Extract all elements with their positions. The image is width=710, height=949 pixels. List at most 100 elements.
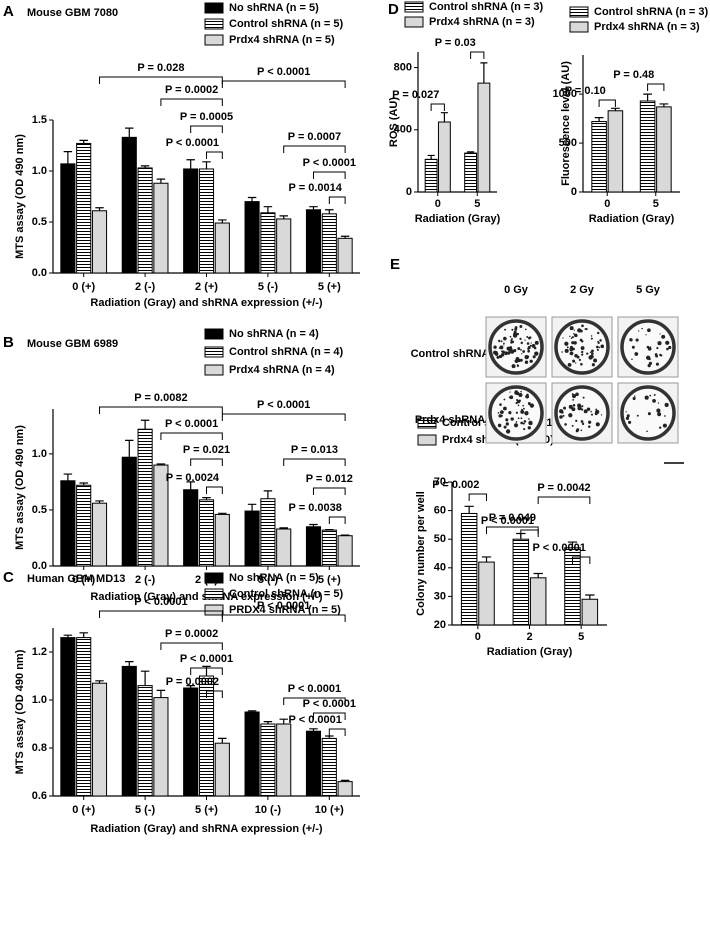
- colony: [572, 403, 576, 407]
- x-tick-label: 2: [526, 631, 532, 643]
- colony: [517, 347, 521, 351]
- colony: [522, 404, 525, 407]
- colony: [631, 358, 633, 360]
- bar: [198, 168, 215, 274]
- y-axis-label: MTS assay (OD 490 nm): [14, 134, 26, 259]
- colony: [526, 355, 530, 358]
- bar: [244, 510, 260, 567]
- legend-label: Control shRNA (n = 4): [229, 346, 344, 358]
- bracket: [468, 493, 488, 501]
- bracket: [160, 98, 223, 106]
- error-bar: [594, 117, 604, 122]
- colony: [496, 355, 500, 359]
- colony: [572, 359, 576, 363]
- error-bar: [140, 419, 150, 430]
- bar: [121, 136, 137, 274]
- bar: [276, 218, 292, 274]
- x-tick-label: 0: [435, 198, 441, 210]
- colony: [646, 430, 648, 433]
- p-value: P < 0.0001: [533, 542, 586, 554]
- y-tick-label: 0.8: [32, 742, 47, 754]
- colony: [571, 407, 576, 412]
- p-value: P < 0.0001: [180, 653, 233, 665]
- colony: [520, 348, 522, 351]
- colony: [600, 414, 603, 416]
- well: [488, 319, 544, 375]
- colony: [586, 352, 589, 355]
- colony: [580, 346, 585, 350]
- panel-letter: E: [390, 256, 400, 273]
- colony: [497, 423, 502, 428]
- colony: [517, 404, 520, 407]
- colony: [584, 328, 587, 330]
- bar: [214, 513, 230, 567]
- y-tick-label: 50: [434, 533, 446, 545]
- colony: [519, 337, 522, 341]
- bracket: [647, 83, 665, 91]
- colony: [571, 341, 575, 345]
- colony: [505, 418, 509, 422]
- legend-label: Control shRNA (n = 5): [229, 588, 344, 600]
- error-bar: [247, 196, 257, 202]
- colony: [625, 411, 627, 413]
- bar: [137, 428, 153, 567]
- legend-swatch: [204, 2, 224, 14]
- colony: [520, 390, 522, 393]
- colony: [569, 347, 574, 352]
- colony: [507, 351, 511, 355]
- bar: [305, 526, 322, 567]
- bracket: [206, 690, 223, 698]
- colony: [516, 398, 519, 402]
- well: [554, 385, 610, 441]
- bracket: [190, 125, 223, 133]
- p-value: P = 0.013: [291, 444, 338, 456]
- error-bar: [585, 594, 595, 600]
- colony: [649, 346, 652, 348]
- colony: [503, 336, 507, 341]
- colony: [516, 364, 520, 367]
- colony: [628, 420, 632, 424]
- colony: [562, 337, 564, 339]
- colony: [636, 414, 639, 417]
- x-tick-label: 0 (+): [72, 281, 95, 293]
- bracket: [160, 642, 223, 650]
- colony: [522, 350, 526, 353]
- colony: [515, 421, 518, 423]
- colony: [503, 398, 506, 401]
- y-tick-label: 1000: [553, 88, 577, 100]
- error-bar: [79, 632, 88, 638]
- colony: [590, 337, 593, 340]
- bracket: [283, 458, 346, 466]
- colony: [594, 412, 598, 416]
- colony: [497, 412, 500, 414]
- colony: [509, 391, 511, 393]
- bracket: [430, 103, 445, 111]
- y-tick-label: 1.0: [32, 448, 47, 460]
- bar: [137, 167, 153, 274]
- bar: [478, 561, 495, 626]
- x-axis-label: Radiation (Gray): [415, 213, 501, 225]
- p-value: P = 0.0002: [165, 628, 218, 640]
- colony: [635, 338, 639, 342]
- colony: [499, 410, 504, 415]
- colony: [580, 362, 583, 366]
- colony: [661, 334, 666, 339]
- x-axis-label: Radiation (Gray) and shRNA expression (+…: [90, 297, 322, 309]
- bracket: [470, 51, 485, 59]
- colony: [664, 415, 666, 417]
- colony: [524, 411, 529, 416]
- x-tick-label: 5 (+): [318, 574, 341, 586]
- colony: [504, 351, 508, 356]
- y-tick-label: 0: [571, 186, 577, 198]
- colony: [569, 413, 572, 415]
- x-tick-label: 5 (-): [258, 281, 279, 293]
- colony: [534, 351, 539, 356]
- colony: [516, 332, 520, 336]
- colony: [509, 395, 514, 400]
- colony: [534, 340, 539, 345]
- p-value: P = 0.027: [392, 89, 439, 101]
- colony: [524, 360, 529, 364]
- colony: [509, 335, 512, 338]
- error-bar: [427, 154, 435, 160]
